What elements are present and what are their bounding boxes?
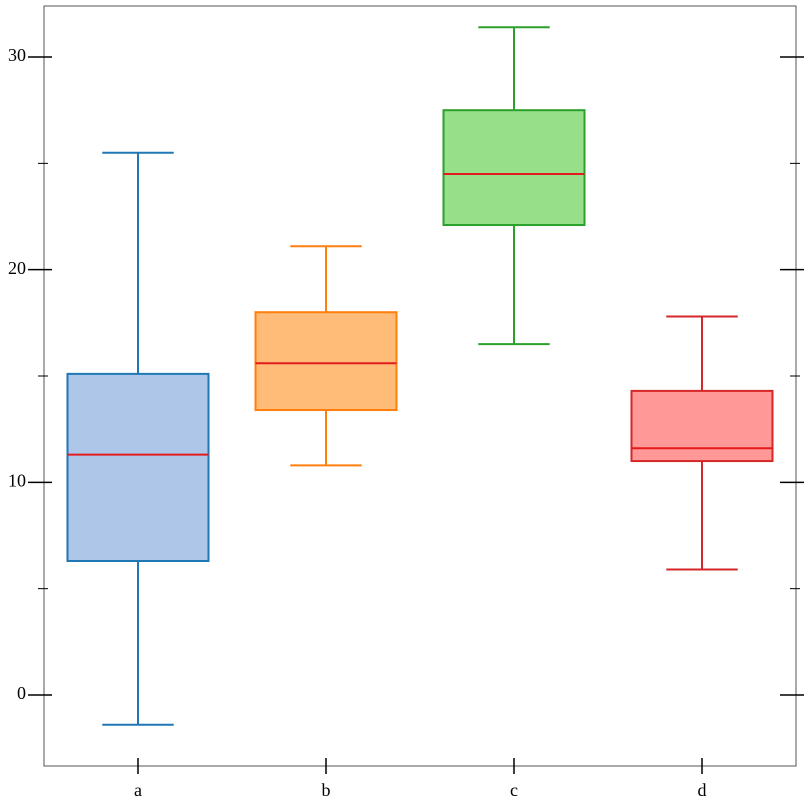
plot-frame bbox=[43, 5, 797, 767]
box bbox=[630, 389, 774, 463]
y-tick-label: 20 bbox=[8, 258, 26, 278]
box bbox=[66, 372, 210, 563]
box bbox=[254, 311, 398, 412]
y-tick-label: 0 bbox=[17, 683, 26, 703]
y-tick-label: 10 bbox=[8, 470, 26, 490]
box bbox=[442, 109, 586, 227]
x-tick-label: d bbox=[698, 780, 707, 800]
x-tick-label: a bbox=[134, 780, 142, 800]
y-tick-label: 30 bbox=[8, 45, 26, 65]
x-tick-label: c bbox=[510, 780, 518, 800]
x-tick-label: b bbox=[322, 780, 331, 800]
